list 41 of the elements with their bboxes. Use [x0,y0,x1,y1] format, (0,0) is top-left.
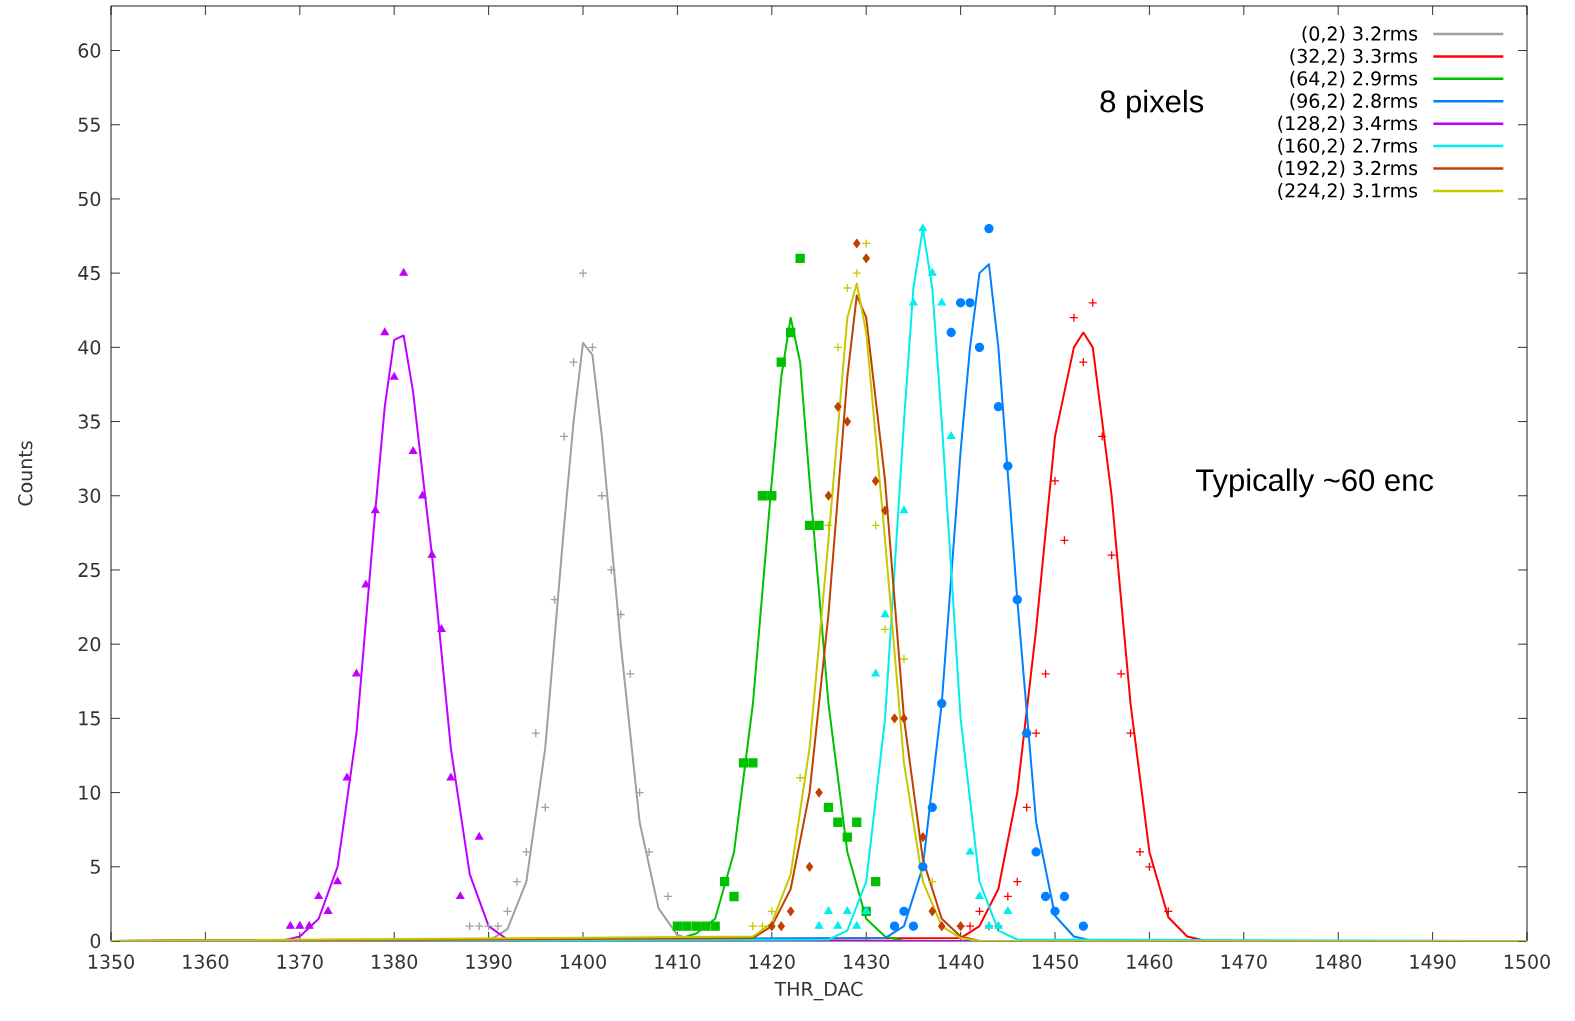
legend-label: (96,2) 2.8rms [1290,93,1418,111]
y-tick-label: 35 [78,414,100,429]
y-tick-label: 15 [79,711,100,726]
y-axis-title: Counts [18,441,33,506]
x-tick-label: 1400 [560,954,606,969]
legend-label: (192,2) 3.2rms [1278,160,1418,178]
x-tick-label: 1390 [466,954,512,969]
legend-label: (0,2) 3.2rms [1302,26,1418,43]
y-tick-label: 30 [78,488,101,503]
x-tick-label: 1420 [749,954,795,969]
x-tick-label: 1480 [1316,954,1362,969]
x-tick-label: 1370 [277,954,323,969]
annotation: Typically ~60 enc [1195,468,1434,498]
y-tick-label: 20 [78,636,101,652]
x-tick-label: 1360 [183,954,229,969]
y-tick-label: 45 [78,266,100,281]
legend-label: (128,2) 3.4rms [1278,115,1418,133]
x-tick-label: 1430 [844,954,890,969]
y-tick-label: 10 [79,785,101,800]
x-axis-title: THR_DAC [774,981,863,1001]
x-tick-label: 1470 [1221,954,1267,969]
y-tick-label: 25 [78,562,100,578]
y-tick-label: 40 [78,340,101,355]
y-tick-label: 5 [90,859,100,874]
x-tick-label: 1460 [1127,954,1173,969]
y-tick-label: 50 [78,191,101,207]
legend-label: (32,2) 3.3rms [1290,48,1418,66]
y-tick-label: 60 [78,43,101,58]
x-tick-label: 1350 [88,954,134,969]
legend-label: (64,2) 2.9rms [1290,70,1418,88]
legend-label: (160,2) 2.7rms [1278,138,1418,156]
legend-label: (224,2) 3.1rms [1278,182,1418,200]
x-tick-label: 1450 [1032,954,1078,969]
x-tick-label: 1410 [655,954,701,969]
x-tick-label: 1500 [1504,954,1550,969]
annotation: 8 pixels [1100,89,1204,119]
x-tick-label: 1490 [1410,954,1456,969]
x-tick-label: 1440 [938,954,984,969]
x-tick-label: 1380 [372,954,418,969]
y-tick-label: 0 [90,933,101,949]
y-tick-label: 55 [78,117,100,132]
